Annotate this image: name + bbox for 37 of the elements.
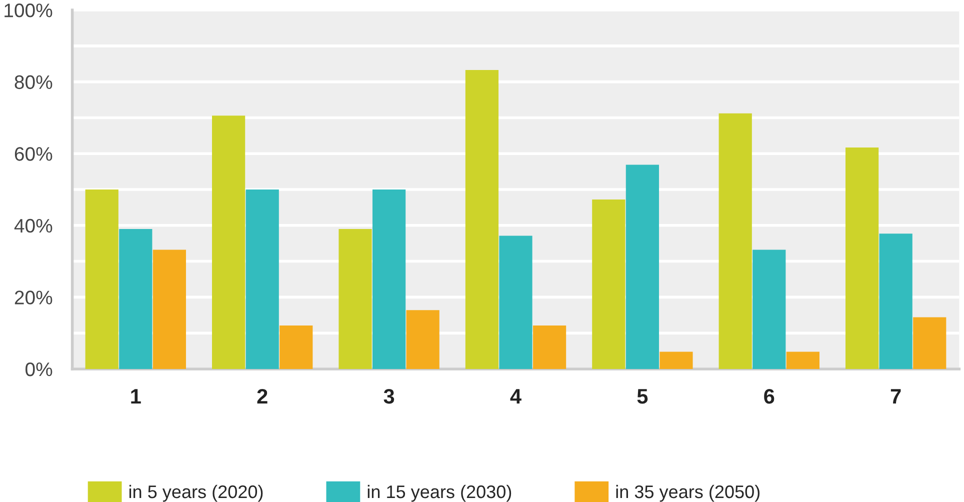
bar xyxy=(752,250,786,369)
bar xyxy=(660,352,693,369)
y-tick-label: 100% xyxy=(4,4,52,18)
bar xyxy=(532,326,566,369)
bar xyxy=(372,190,406,369)
x-tick-label: 5 xyxy=(637,389,648,404)
x-tick-label: 1 xyxy=(131,389,141,404)
x-tick-label: 6 xyxy=(764,388,774,404)
bar xyxy=(85,190,118,369)
legend-label: in 35 years (2050) xyxy=(616,484,760,502)
bar xyxy=(212,116,246,369)
bar xyxy=(280,326,313,369)
bar xyxy=(246,190,279,369)
bar xyxy=(913,317,946,369)
legend-label: in 5 years (2020) xyxy=(129,484,263,502)
bar xyxy=(786,352,820,369)
bar xyxy=(119,228,152,369)
bar xyxy=(499,236,532,369)
legend-label: in 15 years (2030) xyxy=(368,484,512,502)
bar xyxy=(152,250,186,369)
x-tick-label: 2 xyxy=(257,388,268,404)
y-tick-label: 60% xyxy=(14,147,52,161)
bar xyxy=(845,148,879,369)
bar xyxy=(718,113,752,369)
y-tick-label: 20% xyxy=(14,290,52,304)
y-tick-label: 40% xyxy=(14,218,52,233)
x-tick-label: 3 xyxy=(384,388,394,404)
bar xyxy=(879,234,912,369)
y-tick-label: 80% xyxy=(14,75,52,90)
x-tick-label: 4 xyxy=(510,389,522,404)
bar xyxy=(338,228,372,369)
y-tick-label: 0% xyxy=(26,362,52,376)
bar xyxy=(592,200,626,369)
bar xyxy=(406,310,440,369)
bar xyxy=(626,164,659,369)
x-tick-label: 7 xyxy=(890,389,901,404)
bar xyxy=(465,70,499,369)
